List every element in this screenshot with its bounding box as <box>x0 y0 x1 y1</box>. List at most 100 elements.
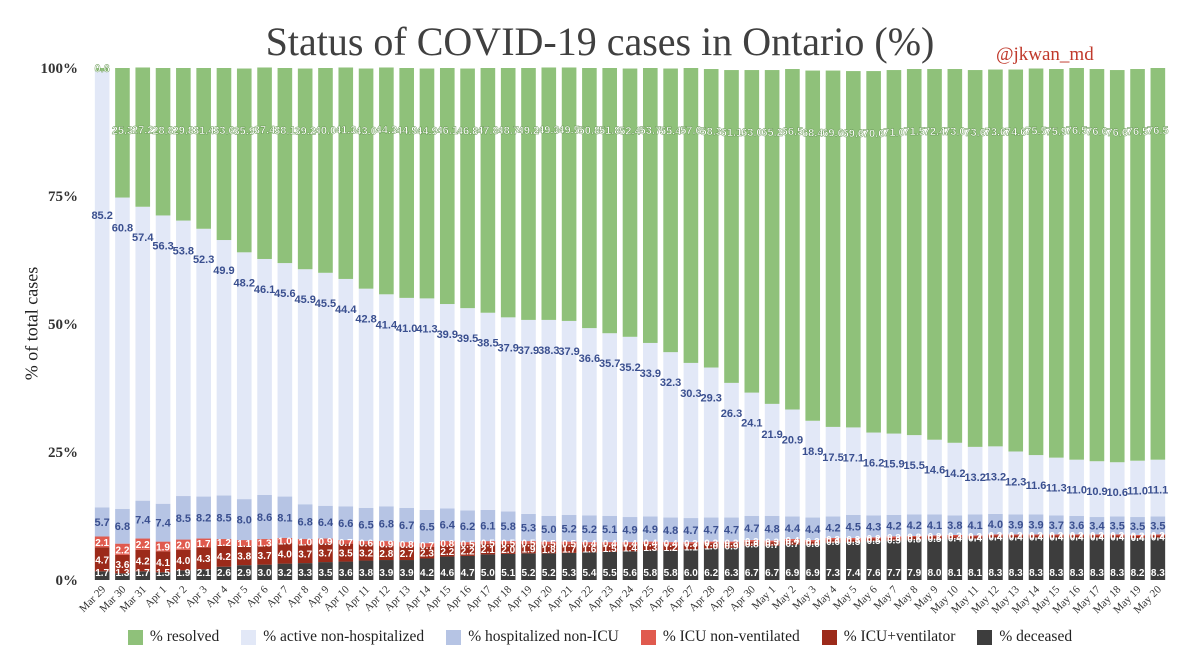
bar-segment <box>439 304 455 509</box>
data-label: 7.4 <box>135 515 151 527</box>
data-label: 0.4 <box>1151 532 1165 543</box>
data-label: 0.4 <box>1049 532 1063 543</box>
bar-segment <box>906 69 922 436</box>
bar-segment <box>947 538 963 580</box>
bar-segment <box>1089 537 1105 580</box>
bar-segment <box>703 517 719 542</box>
bar-segment <box>744 70 760 393</box>
bar-segment <box>338 67 354 279</box>
bar-segment <box>439 556 455 580</box>
data-label: 42.8 <box>355 314 376 326</box>
bar-segment <box>663 352 678 518</box>
data-label: 48.7 <box>497 125 518 137</box>
bar-segment <box>379 545 394 561</box>
bar-segment <box>480 541 496 544</box>
bar-segment <box>825 539 841 543</box>
data-label: 5.0 <box>541 524 556 536</box>
bar-segment <box>785 539 800 542</box>
data-label: 1.7 <box>95 568 109 579</box>
bar-segment <box>744 545 760 580</box>
data-label: 47.8 <box>477 125 498 137</box>
data-label: 8.3 <box>988 568 1002 579</box>
data-label: 37.9 <box>518 345 539 357</box>
data-label: 11.6 <box>1026 480 1047 492</box>
bar-segment <box>866 538 881 542</box>
data-label: 5.5 <box>603 568 617 579</box>
data-label: 71.5 <box>904 126 925 138</box>
bar-segment <box>236 252 252 500</box>
bar-segment <box>94 68 110 72</box>
data-label: 0.5 <box>907 534 921 545</box>
data-label: 48.2 <box>234 277 255 289</box>
bar-segment <box>622 544 638 552</box>
data-label: 75.9 <box>1046 126 1067 138</box>
bar-segment <box>155 541 171 552</box>
bar-segment <box>967 538 983 580</box>
bar-segment <box>115 68 130 198</box>
data-label: 2.9 <box>237 568 251 579</box>
data-label: 1.9 <box>176 568 190 579</box>
data-label: 41.3 <box>335 124 356 136</box>
data-label: 0.3 <box>806 537 820 548</box>
data-label: 3.9 <box>400 568 414 579</box>
bar-segment <box>500 317 516 512</box>
data-label: 1.6 <box>582 544 596 555</box>
data-label: 69.6 <box>843 128 864 140</box>
bar-segment <box>744 540 760 542</box>
data-label: 6.2 <box>704 568 718 579</box>
data-label: 0.6 <box>95 63 110 75</box>
bar-segment <box>297 544 313 564</box>
data-label: 3.5 <box>1150 520 1165 532</box>
data-label: 30.3 <box>680 388 701 400</box>
data-label: 27.2 <box>132 124 153 136</box>
bar-segment <box>663 517 678 543</box>
data-label: 76.6 <box>1086 126 1107 138</box>
data-label: 0.3 <box>948 532 962 543</box>
bar-segment <box>846 542 861 580</box>
bar-segment <box>927 439 942 515</box>
data-label: 4.5 <box>846 521 861 533</box>
bar-segment <box>236 499 252 541</box>
bar-segment <box>419 558 435 580</box>
legend-swatch-deceased <box>977 629 993 645</box>
data-label: 0.5 <box>481 538 495 549</box>
data-label: 2.2 <box>440 547 454 558</box>
bar-segment <box>541 541 557 545</box>
bar-segment <box>135 571 151 580</box>
data-label: 2.8 <box>379 549 393 560</box>
data-label: 8.2 <box>1131 568 1145 579</box>
bar-segment <box>988 535 1003 538</box>
data-label: 6.4 <box>318 517 334 529</box>
data-label: 8.3 <box>1110 568 1124 579</box>
data-label: 37.4 <box>254 124 276 136</box>
bar-segment <box>602 544 618 552</box>
bar-segment <box>886 536 902 539</box>
data-label: 0.9 <box>319 537 333 548</box>
data-label: 4.9 <box>622 525 637 537</box>
data-label: 1.5 <box>156 568 170 579</box>
bar-segment <box>1150 537 1166 580</box>
x-tick-label: Apr 8 <box>285 583 312 610</box>
data-label: 68.4 <box>802 128 824 140</box>
bar-segment <box>622 68 638 337</box>
bar-segment <box>866 537 881 539</box>
data-label: 5.8 <box>643 568 657 579</box>
data-label: 4.3 <box>866 521 881 533</box>
data-label: 44.9 <box>416 126 437 138</box>
bar-segment <box>521 541 536 544</box>
data-label: 1.2 <box>664 543 678 554</box>
bar-segment <box>196 547 211 570</box>
data-label: 57.4 <box>132 232 154 244</box>
bar-segment <box>825 516 841 539</box>
data-label: 1.7 <box>562 545 576 556</box>
data-label: 44.9 <box>396 125 417 137</box>
data-label: 4.7 <box>744 523 759 535</box>
bar-segment <box>521 68 536 320</box>
bar-segment <box>602 551 618 580</box>
data-label: 35.9 <box>234 126 255 138</box>
data-label: 3.7 <box>319 549 333 560</box>
bar-segment <box>683 543 699 550</box>
data-label: 0.2 <box>1151 531 1165 542</box>
bar-segment <box>642 543 658 551</box>
data-label: 0.4 <box>1009 532 1023 543</box>
